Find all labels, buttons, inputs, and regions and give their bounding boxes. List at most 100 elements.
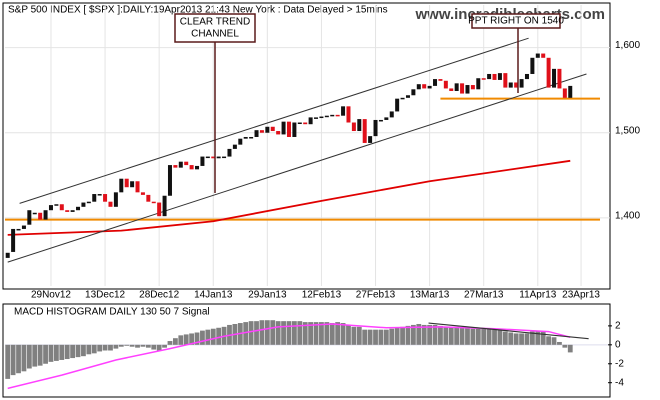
y-tick-label: 2 [615, 321, 621, 332]
candle [211, 156, 216, 159]
y-tick-label: -2 [615, 358, 624, 369]
candle [65, 210, 70, 212]
candle [546, 57, 551, 88]
histogram-bar [557, 341, 562, 345]
candle [157, 202, 162, 217]
candle [97, 194, 102, 196]
histogram-bar [259, 320, 265, 345]
histogram-bar [91, 344, 97, 354]
histogram-bar [59, 344, 65, 360]
candle [454, 83, 459, 92]
candle [232, 144, 237, 149]
histogram-bar [64, 344, 70, 360]
histogram-bar [497, 329, 503, 345]
candle [92, 194, 97, 202]
candle [151, 201, 156, 204]
histogram-bar [351, 326, 357, 345]
histogram-bar [86, 344, 92, 355]
candle [189, 165, 194, 170]
histogram-bar [535, 330, 541, 345]
candle [411, 89, 416, 96]
candle [351, 122, 356, 132]
histogram-bar [26, 344, 32, 369]
x-tick-label: 13Mar13 [410, 290, 450, 301]
candle [395, 98, 400, 112]
x-tick-label: 28Dec12 [139, 290, 179, 301]
histogram-bar [481, 328, 487, 345]
candle [303, 122, 308, 125]
x-tick-label: 27Mar13 [464, 290, 504, 301]
histogram-bar [389, 328, 395, 345]
candle [427, 85, 432, 89]
histogram-bar [475, 328, 481, 345]
histogram-bar [248, 321, 254, 345]
candle [276, 131, 281, 135]
candle [470, 85, 475, 90]
histogram-bar [102, 344, 108, 351]
candle [227, 148, 232, 157]
candle [530, 57, 535, 74]
histogram-bar [529, 331, 535, 345]
candle [460, 83, 465, 94]
candle [524, 73, 529, 80]
histogram-bar [400, 326, 405, 345]
moving-average [7, 159, 571, 236]
candle [21, 225, 26, 229]
histogram-bar [465, 327, 470, 345]
candle [124, 178, 129, 188]
candle [146, 194, 151, 202]
candle [292, 122, 297, 137]
candle [130, 181, 135, 188]
candle [119, 178, 124, 193]
candle [167, 165, 172, 196]
histogram-bar [470, 328, 476, 345]
price-panel [2, 2, 611, 290]
candle [43, 210, 48, 220]
candle [238, 138, 243, 145]
candle [108, 201, 113, 207]
candle [48, 205, 53, 211]
y-tick-label: 1,500 [615, 125, 640, 136]
histogram-bar [10, 344, 16, 376]
histogram-bar [405, 325, 411, 345]
candle [330, 114, 335, 117]
histogram-bar [383, 329, 389, 345]
histogram-bar [210, 328, 216, 345]
histogram-bar [329, 323, 335, 345]
chart-title: S&P 500 INDEX [ $SPX ]:DAILY:19Apr2013 2… [8, 5, 388, 16]
histogram-bar [378, 329, 384, 345]
macd-panel [2, 303, 611, 398]
histogram-bar [302, 322, 308, 345]
candle [265, 126, 270, 133]
candle [519, 79, 524, 88]
candle [541, 53, 546, 58]
trend-line [428, 322, 589, 340]
histogram-bar [145, 344, 151, 348]
candle [113, 192, 118, 207]
candle [389, 111, 394, 118]
histogram-bar [286, 321, 292, 345]
candle [552, 68, 557, 88]
candle [384, 117, 389, 120]
candle [16, 228, 21, 231]
x-tick-label: 29Nov12 [31, 290, 71, 301]
candle [70, 210, 75, 212]
candle [59, 204, 64, 211]
candle [568, 85, 573, 98]
histogram-bar [313, 322, 319, 345]
trend-line [7, 73, 587, 263]
histogram-bar [432, 324, 438, 345]
candle [497, 73, 502, 80]
x-tick-label: 13Dec12 [85, 290, 125, 301]
histogram-bar [48, 344, 54, 362]
histogram-bar [216, 327, 222, 345]
histogram-bar [194, 332, 200, 345]
candle [487, 73, 492, 80]
histogram-bar [508, 332, 514, 345]
histogram-bar [297, 321, 303, 345]
candle [259, 130, 264, 133]
histogram-bar [502, 331, 508, 345]
candle [416, 84, 421, 90]
histogram-bar [356, 326, 362, 345]
candle [535, 53, 540, 58]
